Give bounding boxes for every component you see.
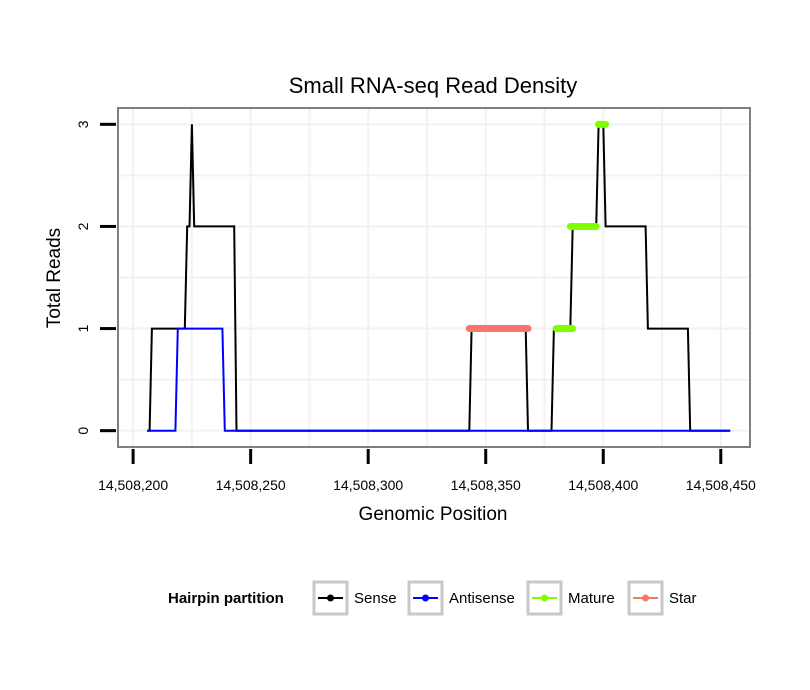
- x-tick-label: 14,508,250: [216, 477, 286, 493]
- y-axis-title: Total Reads: [44, 228, 65, 328]
- y-tick-label: 0: [75, 427, 91, 435]
- y-tick-label: 2: [75, 222, 91, 230]
- x-tick-label: 14,508,200: [98, 477, 168, 493]
- legend-key-dot: [327, 594, 334, 602]
- x-tick-label: 14,508,450: [686, 477, 756, 493]
- legend-key-dot: [642, 594, 649, 602]
- legend-label: Mature: [568, 590, 615, 607]
- legend-title: Hairpin partition: [168, 590, 284, 607]
- legend-item-antisense: Antisense: [407, 580, 515, 616]
- legend-item-mature: Mature: [526, 580, 615, 616]
- axes: 14,508,200 14,508,250 14,508,300 14,508,350…: [75, 120, 756, 493]
- y-tick-label: 1: [75, 324, 91, 332]
- legend-item-sense: Sense: [312, 580, 397, 616]
- legend-label: Sense: [354, 590, 397, 607]
- x-tick-label: 14,508,400: [568, 477, 638, 493]
- chart-title: Small RNA-seq Read Density: [289, 73, 578, 98]
- legend-label: Star: [669, 590, 697, 607]
- x-axis-title: Genomic Position: [359, 504, 508, 525]
- legend-item-star: Star: [627, 580, 697, 616]
- series-line-antisense: [147, 327, 731, 432]
- x-tick-label: 14,508,350: [451, 477, 521, 493]
- y-tick-label: 3: [75, 120, 91, 128]
- x-tick-label: 14,508,300: [333, 477, 403, 493]
- legend: Hairpin partition Sense Antisense Mature St…: [168, 580, 697, 616]
- legend-key-dot: [422, 594, 429, 602]
- legend-key-dot: [541, 594, 548, 602]
- series-layer: [147, 120, 731, 432]
- legend-label: Antisense: [449, 590, 515, 607]
